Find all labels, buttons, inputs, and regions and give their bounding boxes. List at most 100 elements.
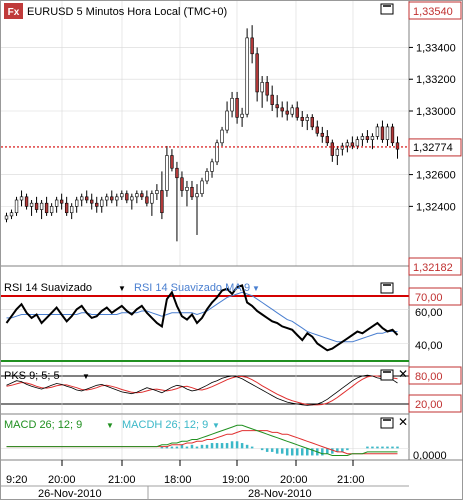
candle-bear <box>250 37 254 55</box>
candle-bull <box>69 206 74 214</box>
current-price-box <box>408 138 462 157</box>
candle-bear <box>275 104 279 109</box>
current-price-label: 1,32774 <box>413 142 453 154</box>
candle-bear <box>34 202 39 210</box>
pks-grid <box>61 367 354 414</box>
close-buttons: ✕ ✕ <box>398 367 408 429</box>
macdh-label[interactable]: MACDH 26; 12; 9 <box>122 419 208 431</box>
candle-bear <box>160 190 164 214</box>
candle-bull <box>345 142 350 147</box>
candle-bear <box>235 97 239 118</box>
candle-bear <box>125 193 129 201</box>
candle-bear <box>44 202 49 214</box>
candle-bull <box>105 196 109 201</box>
candle-bear <box>255 53 259 93</box>
candle-bear <box>95 202 99 207</box>
rsi-panel: RSI 14 Suavizado ▼ RSI 14 Suavizado MA 9… <box>1 280 462 367</box>
candle-bull <box>49 206 54 214</box>
pks-k-line <box>6 374 398 406</box>
rsi-ma-dropdown-icon[interactable]: ▼ <box>252 284 260 293</box>
candle-bear <box>145 196 149 204</box>
candle-bull <box>215 142 219 163</box>
candle-bull <box>240 113 244 118</box>
pks-label[interactable]: PKS 9; 5; 5 <box>4 370 60 382</box>
macd-panel: MACD 26; 12; 9 ▼ MACDH 26; 12; 9 ▼ 0,000… <box>1 415 463 462</box>
candle-bear <box>190 186 194 198</box>
pks-close-icon[interactable]: ✕ <box>398 367 408 381</box>
price-panel-bg <box>1 1 409 266</box>
candle-bear <box>325 136 329 144</box>
price-tick-label: 1,32600 <box>416 170 456 182</box>
candle-bear <box>320 132 324 137</box>
pks-level-20-label: 20,00 <box>415 399 443 411</box>
candle-bear <box>180 177 184 191</box>
time-label-5: 19:00 <box>222 474 250 486</box>
candle-bull <box>185 186 189 191</box>
candle-bull <box>75 199 79 207</box>
fx-logo <box>4 3 23 19</box>
candle-bull <box>230 97 234 112</box>
pks-dropdown-icon[interactable]: ▼ <box>82 372 90 381</box>
candle-bull <box>200 180 204 194</box>
rsi-level-40-label: 40,00 <box>415 340 443 352</box>
candle-bull <box>370 136 375 140</box>
price-tick-label: 1,33200 <box>416 74 456 86</box>
candle-bear <box>175 167 179 179</box>
rsi-dropdown-icon[interactable]: ▼ <box>118 284 126 293</box>
macdh-dropdown-icon[interactable]: ▼ <box>212 421 220 430</box>
fx-logo-text: Fx <box>8 7 20 18</box>
candle-bear <box>280 107 284 112</box>
rsi-maximize-button[interactable] <box>380 282 394 294</box>
candle-bear <box>64 202 69 214</box>
candle-bull <box>335 148 340 156</box>
macd-line <box>6 424 398 456</box>
candle-bear <box>350 142 355 147</box>
macd-maximize-button[interactable] <box>380 417 394 429</box>
candle-bear <box>390 126 395 144</box>
candle-bull <box>205 171 209 182</box>
macd-grid <box>61 415 354 460</box>
maximize-button[interactable] <box>380 3 394 15</box>
candle-bull <box>80 196 84 201</box>
candle-bull <box>290 107 294 115</box>
price-ticks: 1,33400 1,33200 1,33000 1,32600 1,32400 <box>409 42 456 213</box>
price-panel: Fx EURUSD 5 Minutos Hora Local (TMC+0) <box>1 1 409 267</box>
candle-bull <box>14 199 19 214</box>
time-axis: 9:20 20:00 21:00 18:00 19:00 20:00 21:00… <box>1 460 409 500</box>
price-grid <box>1 1 409 266</box>
time-label-6: 20:00 <box>280 474 308 486</box>
candle-bull <box>120 193 124 198</box>
price-tick-label: 1,32400 <box>416 201 456 213</box>
candle-bull <box>100 199 104 207</box>
candle-bull <box>340 145 345 150</box>
macd-label[interactable]: MACD 26; 12; 9 <box>4 419 82 431</box>
pks-maximize-button[interactable] <box>380 369 394 381</box>
date-label-1: 26-Nov-2010 <box>38 488 102 500</box>
candle-bear <box>90 199 94 204</box>
candle-bear <box>285 110 289 115</box>
time-label-4: 18:00 <box>164 474 192 486</box>
candle-bear <box>395 142 400 150</box>
candle-bear <box>315 126 319 134</box>
price-tick-label: 1,33000 <box>416 106 456 118</box>
rsi-ma-label[interactable]: RSI 14 Suavizado MA 9 <box>134 282 250 294</box>
candle-bear <box>110 196 114 201</box>
candle-bear <box>59 199 64 204</box>
candle-bear <box>300 117 304 121</box>
date-label-2: 28-Nov-2010 <box>248 488 312 500</box>
candle-bear <box>380 126 385 140</box>
candle-bull <box>210 161 214 172</box>
candle-bear <box>85 196 89 201</box>
candle-bear <box>365 136 370 140</box>
candle-bear <box>270 94 274 105</box>
low-price-label: 1,32182 <box>413 262 453 274</box>
macd-close-icon[interactable]: ✕ <box>398 415 408 429</box>
candle-bull <box>4 215 9 220</box>
time-ticks <box>61 460 354 466</box>
rsi-label[interactable]: RSI 14 Suavizado <box>4 282 92 294</box>
macd-dropdown-icon[interactable]: ▼ <box>106 421 114 430</box>
candle-bear <box>265 82 269 96</box>
candle-bull <box>19 196 24 201</box>
candle-bear <box>330 142 335 156</box>
rsi-level-60-label: 60,00 <box>415 307 443 319</box>
